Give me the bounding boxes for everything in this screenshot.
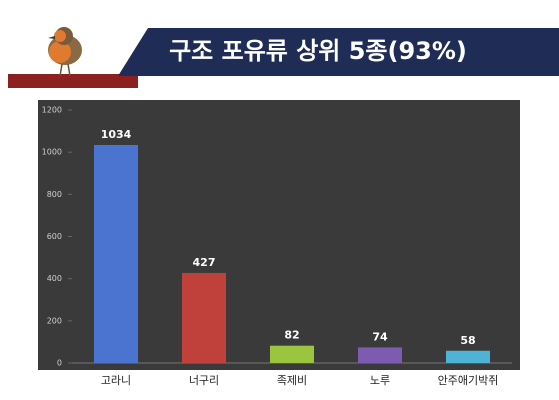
- x-tick-label: 고라니: [101, 374, 131, 387]
- chart-title: 구조 포유류 상위 5종(93%): [169, 37, 467, 65]
- y-tick-label: 400: [47, 274, 62, 283]
- bird-icon: [48, 27, 82, 77]
- x-tick-label: 족제비: [277, 374, 307, 387]
- data-label: 58: [460, 334, 475, 347]
- y-tick-label: 800: [47, 190, 62, 199]
- data-label: 427: [193, 256, 216, 269]
- y-tick-label: 200: [47, 316, 62, 325]
- y-tick-label: 600: [47, 232, 62, 241]
- bar: [446, 350, 490, 363]
- data-label: 1034: [101, 128, 132, 141]
- y-tick-label: 1200: [42, 106, 62, 115]
- x-tick-label: 안주애기박쥐: [438, 374, 499, 387]
- bar: [358, 347, 402, 363]
- bar: [182, 272, 226, 363]
- y-tick-label: 1000: [42, 148, 62, 157]
- y-tick-label: 0: [57, 359, 62, 368]
- header-accent: [8, 74, 138, 88]
- bar: [270, 345, 314, 363]
- x-tick-label: 노루: [370, 374, 390, 387]
- data-label: 74: [372, 330, 388, 343]
- header-banner: [118, 28, 559, 76]
- x-tick-label: 너구리: [189, 374, 219, 387]
- bar: [94, 144, 138, 363]
- data-label: 82: [284, 329, 299, 342]
